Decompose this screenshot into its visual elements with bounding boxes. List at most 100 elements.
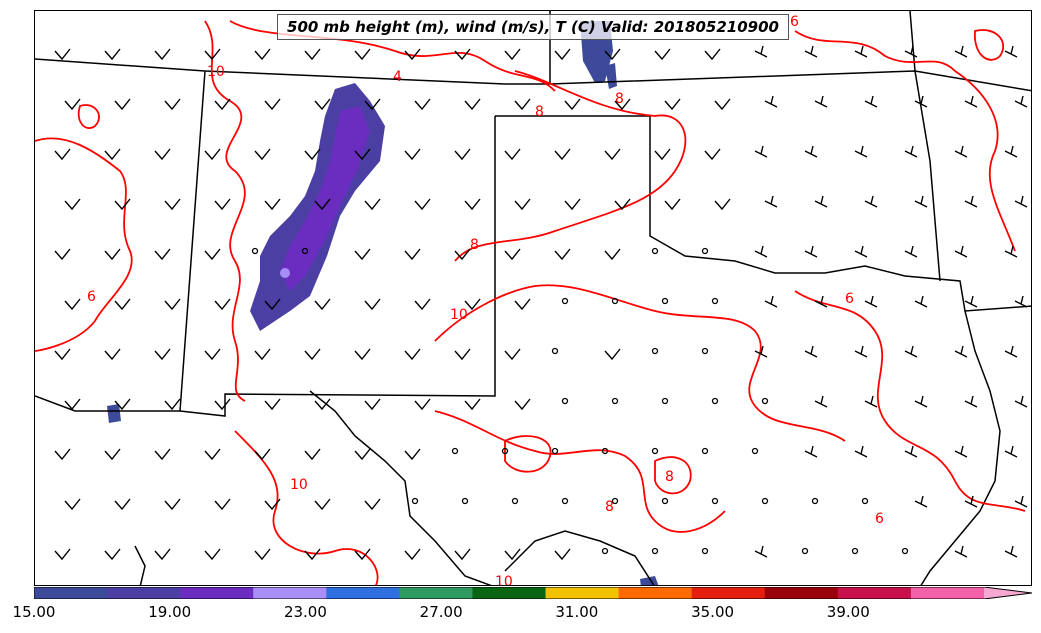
colorbar-segment — [691, 587, 766, 599]
wind-barb — [704, 148, 721, 161]
wind-barb — [464, 398, 481, 411]
shaded-area-small-2 — [640, 576, 659, 585]
wind-barb — [364, 298, 381, 311]
wind-barb — [1004, 345, 1018, 358]
wind-barb — [664, 98, 681, 111]
wind-barb — [364, 498, 381, 511]
map-title: 500 mb height (m), wind (m/s), T (C) Val… — [277, 14, 789, 40]
wind-barb — [464, 298, 481, 311]
wind-barb — [264, 398, 281, 411]
contour-label: 6 — [845, 291, 854, 307]
wind-barb — [854, 145, 868, 158]
calm-wind-marker — [601, 547, 609, 555]
colorbar-segment — [107, 587, 181, 599]
wind-barb — [764, 95, 778, 108]
wind-barb — [954, 345, 968, 358]
wind-barb — [154, 148, 171, 161]
wind-barb — [604, 148, 621, 161]
calm-wind-marker — [701, 347, 709, 355]
wind-barb — [904, 345, 918, 358]
wind-barb — [354, 48, 371, 61]
colorbar-tick-label: 39.00 — [826, 603, 870, 621]
wind-barb — [264, 98, 281, 111]
wind-barb — [114, 198, 131, 211]
colorbar-tick-label: 15.00 — [12, 603, 56, 621]
wind-barb — [864, 195, 878, 208]
contour-label: 6 — [87, 289, 96, 305]
contour-west — [35, 137, 133, 352]
wind-barb — [854, 445, 868, 458]
wind-barb — [1004, 545, 1018, 558]
wind-barb — [804, 445, 818, 458]
colorbar-tick-label: 19.00 — [148, 603, 192, 621]
wind-barb — [414, 198, 431, 211]
wind-barb — [454, 348, 471, 361]
colorbar-segment — [253, 587, 327, 599]
wind-barb — [1004, 445, 1018, 458]
contour-label: 4 — [393, 69, 402, 85]
calm-wind-marker — [251, 247, 259, 255]
wind-barb — [564, 98, 581, 111]
wind-barb — [864, 95, 878, 108]
calm-wind-marker — [661, 497, 669, 505]
wind-barb — [504, 348, 521, 361]
calm-wind-marker — [901, 547, 909, 555]
wind-barb — [214, 398, 231, 411]
calm-wind-marker — [411, 497, 419, 505]
wind-barb — [504, 148, 521, 161]
wind-barb — [204, 148, 221, 161]
wind-barb — [654, 148, 671, 161]
calm-wind-marker — [751, 447, 759, 455]
contour-label: 8 — [605, 499, 614, 515]
contour-label: 8 — [665, 469, 674, 485]
contour-labels: 10 4 8 6 8 8 10 6 10 8 6 8 6 10 — [87, 14, 884, 586]
wind-barb — [214, 298, 231, 311]
wind-barb — [854, 345, 868, 358]
calm-wind-marker — [661, 297, 669, 305]
contour-label: 8 — [535, 104, 544, 120]
wind-barb — [254, 48, 271, 61]
wind-barb — [354, 248, 371, 261]
boundary-texas-coast — [920, 310, 1001, 585]
wind-barb — [404, 548, 421, 561]
contour-label: 10 — [290, 477, 308, 493]
contour-6-southeast — [794, 290, 1026, 512]
wind-barb — [404, 148, 421, 161]
colorbar-tick-label: 23.00 — [283, 603, 327, 621]
wind-barb — [654, 48, 671, 61]
wind-barb — [554, 248, 571, 261]
wind-barb — [514, 398, 531, 411]
wind-barb — [204, 48, 221, 61]
wind-barb — [254, 448, 271, 461]
wind-barb — [914, 395, 928, 408]
contour-label: 6 — [875, 511, 884, 527]
wind-barb — [514, 98, 531, 111]
wind-barb — [804, 245, 818, 258]
wind-barb — [764, 295, 778, 308]
colorbar-tick-label: 35.00 — [691, 603, 735, 621]
wind-barb — [854, 45, 868, 58]
contour-loop-2 — [654, 456, 692, 495]
colorbar-segment — [34, 587, 108, 599]
contour-label: 10 — [495, 574, 513, 586]
calm-wind-marker — [651, 347, 659, 355]
colorbar-segment — [545, 587, 620, 599]
wind-barb — [104, 248, 121, 261]
map-panel: 10 4 8 6 8 8 10 6 10 8 6 8 6 10 — [34, 10, 1032, 586]
boundary-west-coast — [134, 545, 146, 585]
wind-barb — [1014, 295, 1028, 308]
wind-barb — [154, 48, 171, 61]
wind-barb — [954, 545, 968, 558]
calm-wind-marker — [561, 397, 569, 405]
contour-loop-1 — [504, 435, 552, 473]
wind-barb — [554, 148, 571, 161]
wind-barb — [454, 48, 471, 61]
wind-barb — [264, 198, 281, 211]
wind-barb — [814, 395, 828, 408]
wind-barb — [104, 448, 121, 461]
wind-barb — [914, 295, 928, 308]
boundary-nm-west — [179, 70, 206, 412]
wind-barb — [154, 348, 171, 361]
wind-barb — [464, 198, 481, 211]
colorbar-segment — [618, 587, 693, 599]
